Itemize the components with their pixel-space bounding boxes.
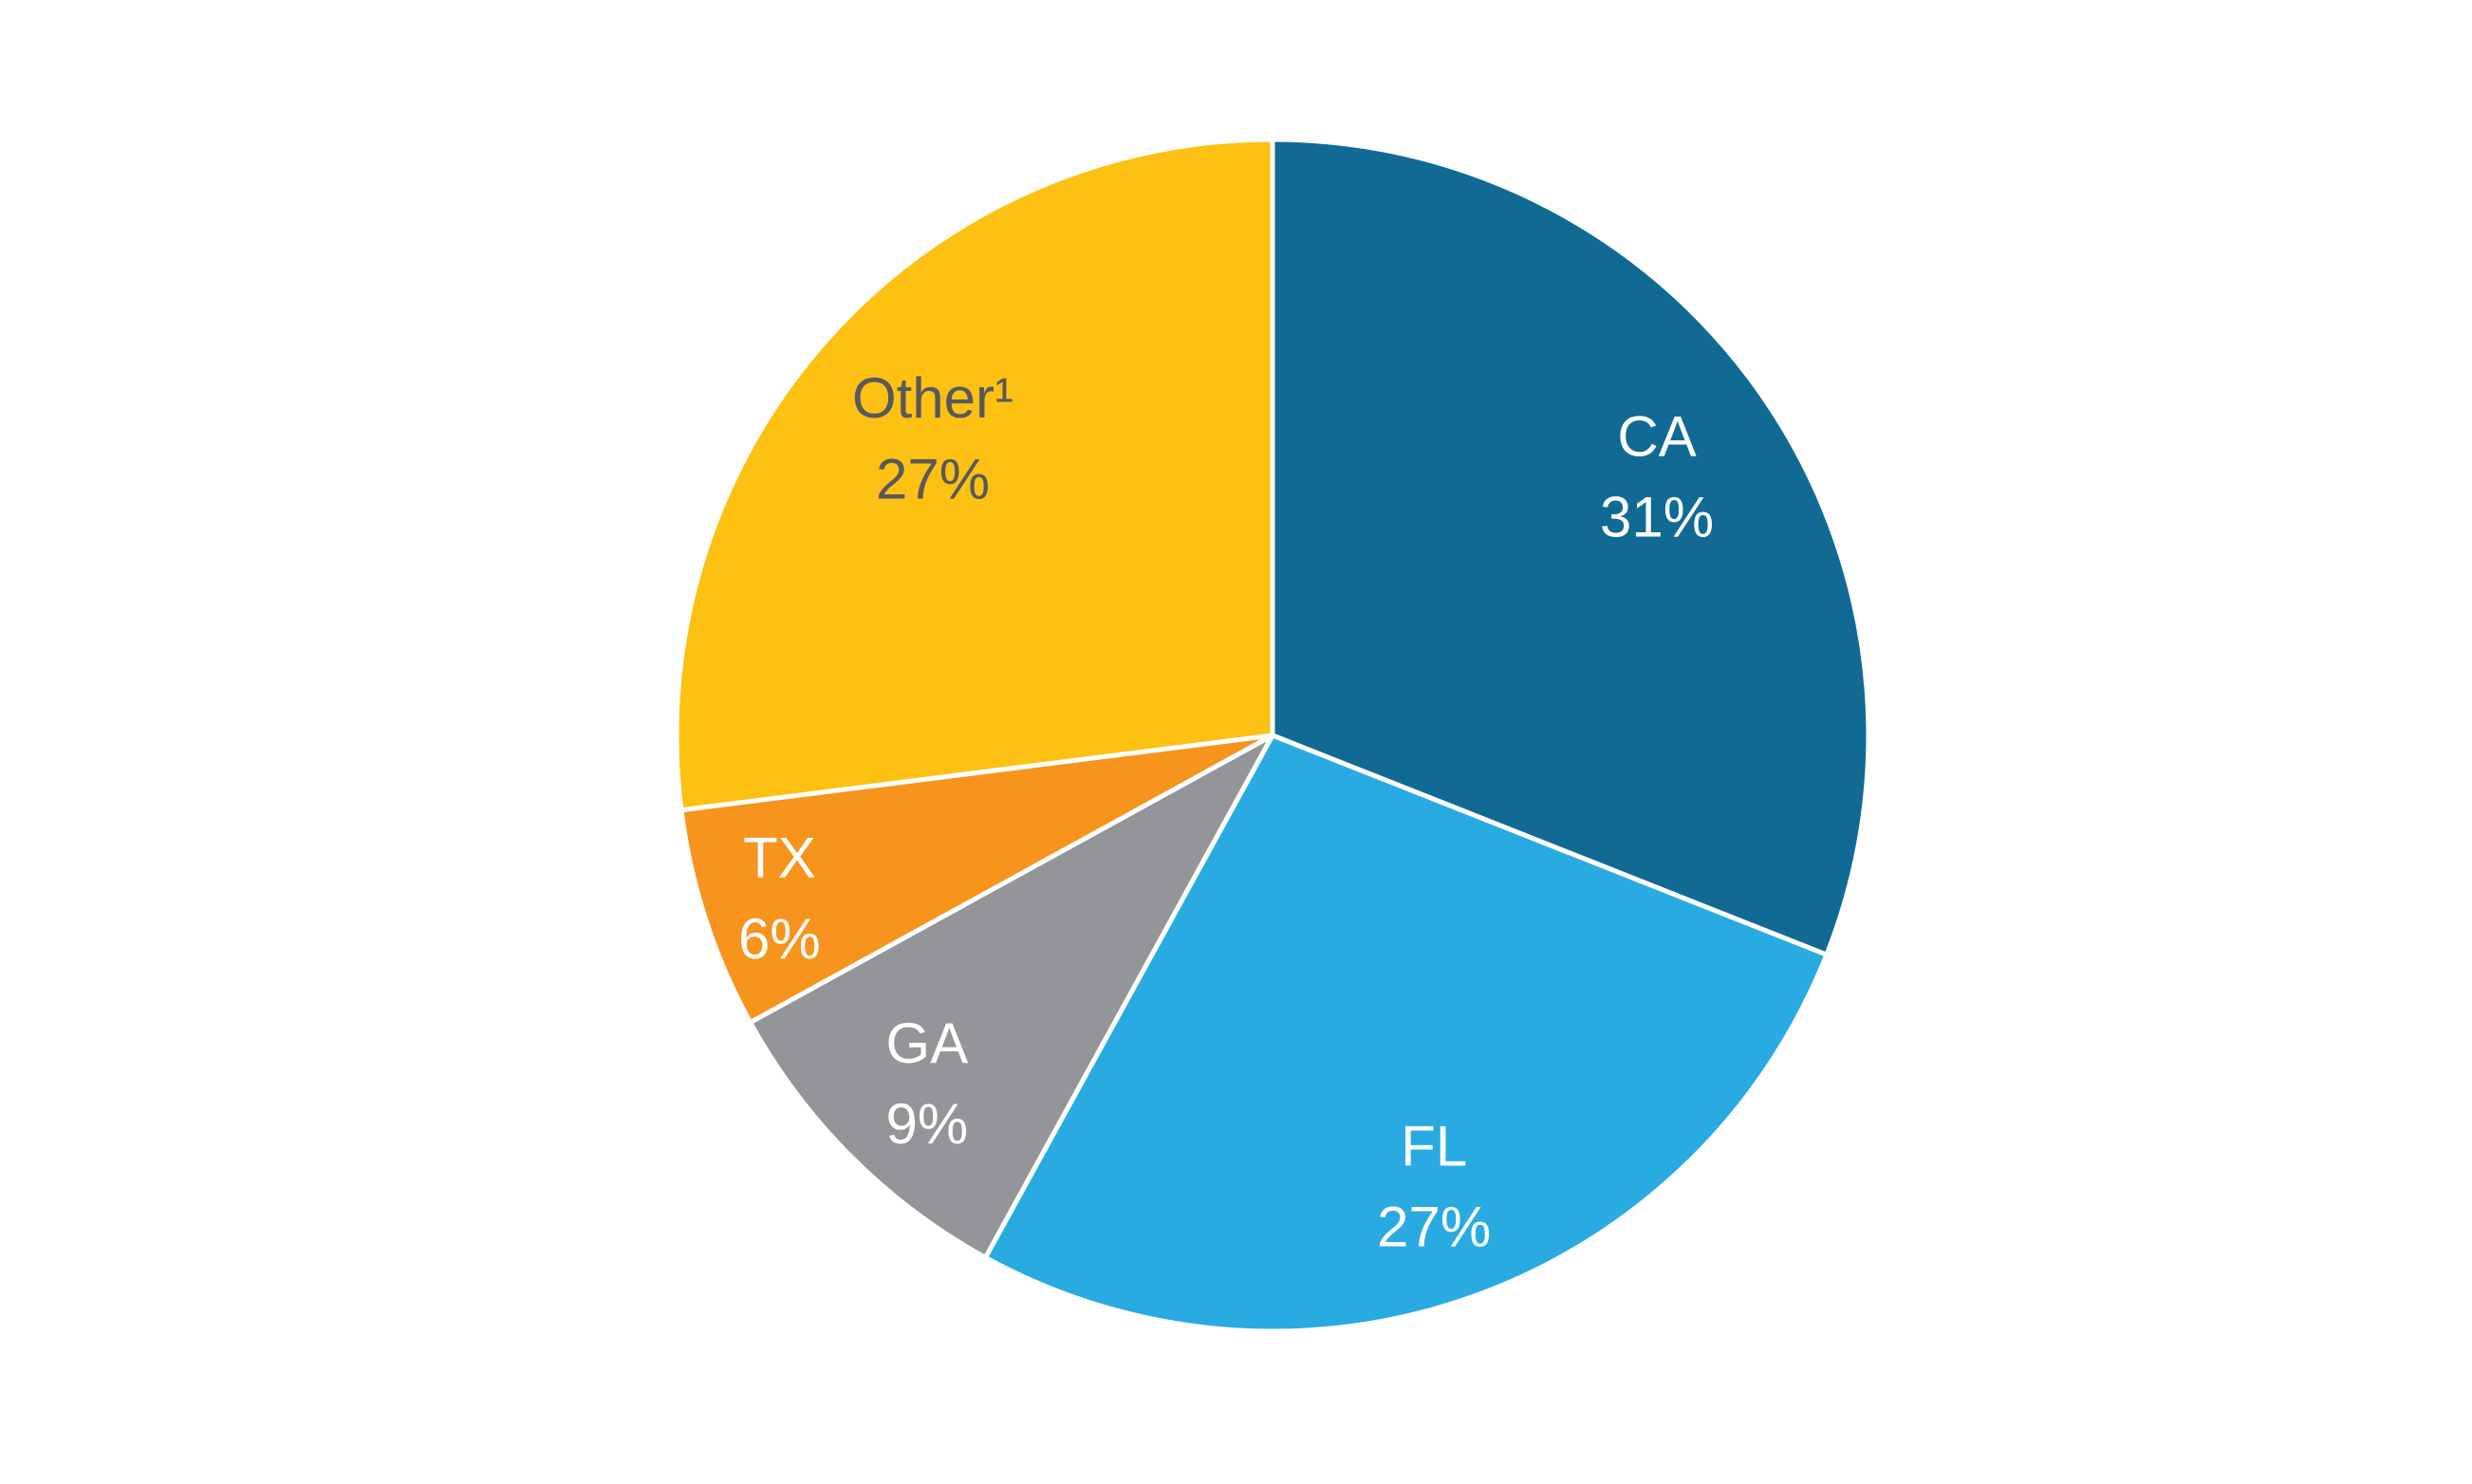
pie-slice-ga: [748, 733, 1275, 1260]
pie-label-tx: TX 6%: [738, 826, 821, 971]
pie-slice-ca: [1270, 137, 1871, 957]
pie-label-other: Other¹ 27%: [852, 366, 1013, 510]
pie-label-fl: FL 27%: [1377, 1115, 1491, 1259]
pie-label-ca: CA 31%: [1600, 405, 1714, 549]
pie-slice-tx: [678, 733, 1275, 1026]
pie-slice-fl: [982, 733, 1830, 1334]
pie-label-ga: GA 9%: [886, 1011, 969, 1156]
pie-slice-other: [674, 137, 1275, 813]
